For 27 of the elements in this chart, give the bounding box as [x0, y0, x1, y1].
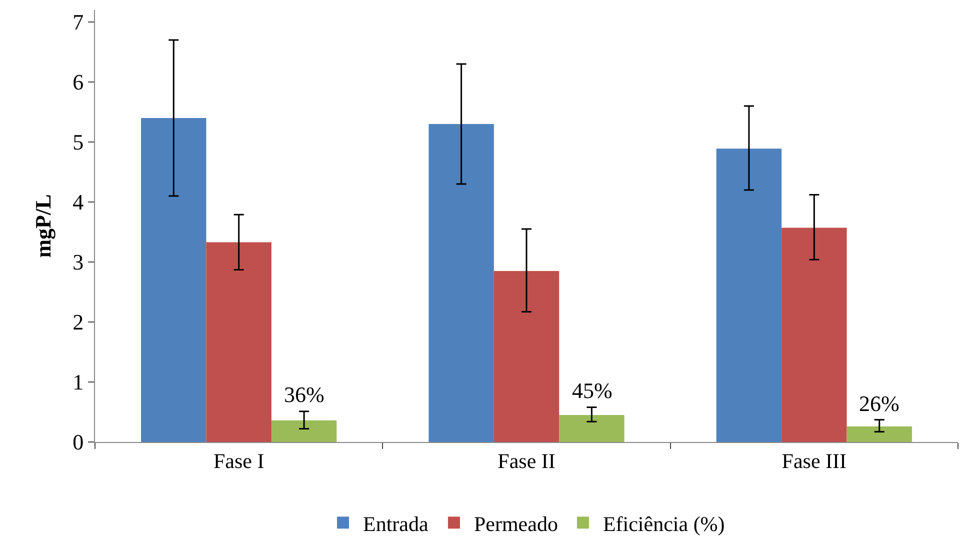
bar [716, 148, 782, 442]
legend-label: Entrada [363, 512, 429, 536]
data-label: 26% [859, 391, 900, 416]
y-tick-label: 2 [72, 310, 84, 335]
bar [494, 271, 560, 442]
y-tick-label: 1 [72, 370, 84, 395]
bar [206, 242, 272, 442]
bar [559, 415, 624, 442]
y-tick-label: 0 [72, 430, 84, 455]
bar [782, 228, 847, 442]
y-tick-label: 7 [72, 10, 84, 35]
x-tick-label: Fase I [213, 449, 264, 474]
bar [271, 420, 337, 442]
bar [428, 124, 494, 442]
y-axis-title: mgP/L [30, 194, 56, 258]
legend-label: Permeado [474, 512, 558, 536]
y-tick-label: 5 [72, 130, 84, 155]
x-tick-label: Fase III [782, 449, 847, 474]
data-label: 45% [572, 378, 612, 403]
legend-label: Eficiência (%) [602, 512, 725, 536]
y-tick-label: 3 [72, 250, 84, 275]
y-tick-label: 4 [72, 190, 84, 215]
data-label: 36% [284, 382, 324, 407]
bar [141, 118, 206, 442]
bar [846, 426, 912, 442]
x-tick-label: Fase II [498, 449, 556, 474]
y-tick-label: 6 [72, 70, 84, 95]
